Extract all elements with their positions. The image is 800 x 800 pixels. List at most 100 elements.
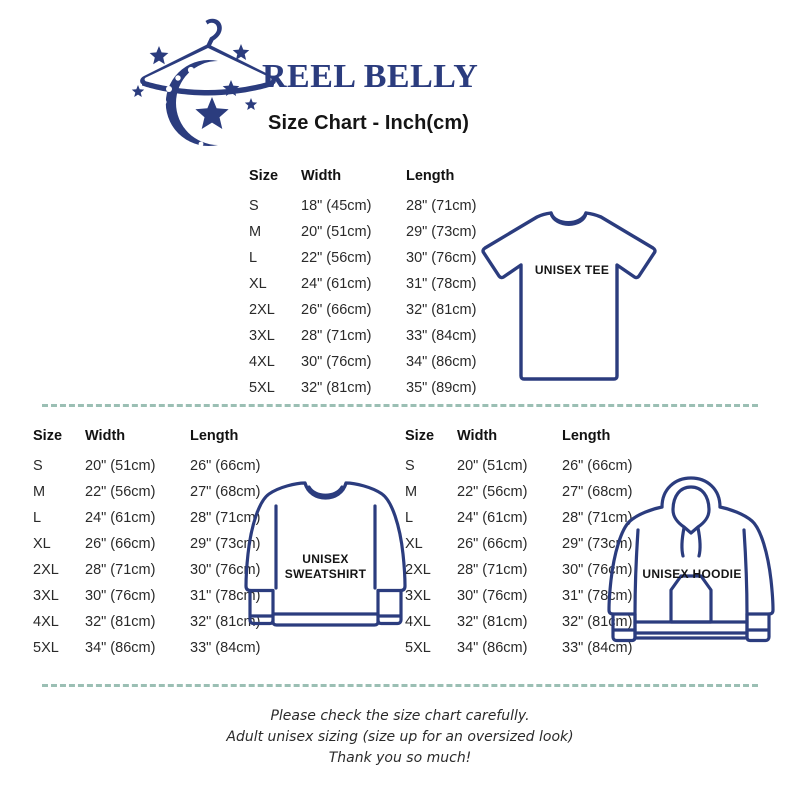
cell-length: 28" (71cm)	[190, 510, 261, 526]
cell-size: 2XL	[33, 562, 59, 578]
cell-width: 20" (51cm)	[301, 224, 372, 240]
table-row: XL 24" (61cm) 31" (78cm)	[249, 271, 506, 297]
cell-size: 4XL	[405, 614, 431, 630]
column-header-length: Length	[406, 168, 455, 184]
cell-width: 30" (76cm)	[301, 354, 372, 370]
cell-size: M	[33, 484, 46, 500]
column-header-width: Width	[301, 168, 342, 184]
table-row: L 22" (56cm) 30" (76cm)	[249, 245, 506, 271]
cell-width: 34" (86cm)	[457, 640, 528, 656]
cell-size: S	[405, 458, 415, 474]
size-table-sweatshirt: Size Width Length S 20" (51cm) 26" (66cm…	[33, 428, 290, 661]
sweatshirt-label-line2: SWEATSHIRT	[284, 567, 367, 581]
cell-width: 26" (66cm)	[85, 536, 156, 552]
cell-length: 27" (68cm)	[562, 484, 633, 500]
footer-line-3: Thank you so much!	[328, 750, 472, 766]
cell-length: 27" (68cm)	[190, 484, 261, 500]
table-row: 3XL 30" (76cm) 31" (78cm)	[33, 583, 290, 609]
sweatshirt-outline-icon	[243, 470, 408, 650]
cell-width: 34" (86cm)	[85, 640, 156, 656]
cell-length: 29" (73cm)	[562, 536, 633, 552]
table-row: 5XL 34" (86cm) 33" (84cm)	[405, 635, 662, 661]
table-header-row: Size Width Length	[249, 168, 506, 193]
cell-size: 3XL	[405, 588, 431, 604]
table-row: S 18" (45cm) 28" (71cm)	[249, 193, 506, 219]
cell-size: S	[249, 198, 259, 214]
cell-width: 30" (76cm)	[457, 588, 528, 604]
cell-length: 34" (86cm)	[406, 354, 477, 370]
hanger-moon-stars-logo	[122, 14, 294, 147]
size-table-tee: Size Width Length S 18" (45cm) 28" (71cm…	[249, 168, 506, 401]
cell-width: 32" (81cm)	[301, 380, 372, 396]
section-divider-bottom	[42, 684, 758, 687]
table-row: M 22" (56cm) 27" (68cm)	[33, 479, 290, 505]
cell-size: XL	[405, 536, 423, 552]
table-row: 5XL 34" (86cm) 33" (84cm)	[33, 635, 290, 661]
cell-width: 22" (56cm)	[85, 484, 156, 500]
cell-length: 31" (78cm)	[190, 588, 261, 604]
cell-width: 20" (51cm)	[85, 458, 156, 474]
cell-length: 33" (84cm)	[190, 640, 261, 656]
cell-length: 33" (84cm)	[406, 328, 477, 344]
sweatshirt-graphic-label: UNISEX SWEATSHIRT	[263, 552, 388, 582]
cell-size: 5XL	[33, 640, 59, 656]
cell-size: 5XL	[405, 640, 431, 656]
table-row: 3XL 30" (76cm) 31" (78cm)	[405, 583, 662, 609]
footer-line-1: Please check the size chart carefully.	[270, 708, 530, 724]
section-divider-top	[42, 404, 758, 407]
cell-length: 26" (66cm)	[562, 458, 633, 474]
footer-line-2: Adult unisex sizing (size up for an over…	[226, 729, 574, 745]
cell-size: M	[405, 484, 418, 500]
cell-length: 31" (78cm)	[562, 588, 633, 604]
size-table-hoodie: Size Width Length S 20" (51cm) 26" (66cm…	[405, 428, 662, 661]
cell-length: 29" (73cm)	[406, 224, 477, 240]
cell-length: 30" (76cm)	[406, 250, 477, 266]
cell-size: L	[405, 510, 414, 526]
table-row: S 20" (51cm) 26" (66cm)	[405, 453, 662, 479]
table-row: XL 26" (66cm) 29" (73cm)	[405, 531, 662, 557]
t-shirt-outline-icon	[465, 200, 675, 390]
cell-length: 28" (71cm)	[562, 510, 633, 526]
cell-width: 24" (61cm)	[301, 276, 372, 292]
cell-size: 4XL	[249, 354, 275, 370]
table-row: 2XL 28" (71cm) 30" (76cm)	[33, 557, 290, 583]
cell-size: L	[33, 510, 42, 526]
cell-size: 4XL	[33, 614, 59, 630]
table-row: XL 26" (66cm) 29" (73cm)	[33, 531, 290, 557]
cell-width: 22" (56cm)	[301, 250, 372, 266]
footer-notes: Please check the size chart carefully. A…	[0, 706, 800, 769]
cell-length: 30" (76cm)	[190, 562, 261, 578]
brand-name: REEL BELLY	[262, 58, 479, 95]
table-row: S 20" (51cm) 26" (66cm)	[33, 453, 290, 479]
cell-size: M	[249, 224, 262, 240]
cell-width: 18" (45cm)	[301, 198, 372, 214]
cell-length: 30" (76cm)	[562, 562, 633, 578]
cell-width: 32" (81cm)	[85, 614, 156, 630]
cell-length: 31" (78cm)	[406, 276, 477, 292]
table-row: L 24" (61cm) 28" (71cm)	[405, 505, 662, 531]
table-row: 5XL 32" (81cm) 35" (89cm)	[249, 375, 506, 401]
cell-length: 32" (81cm)	[406, 302, 477, 318]
cell-size: 2XL	[405, 562, 431, 578]
column-header-size: Size	[249, 168, 279, 184]
page-title: Size Chart - Inch(cm)	[268, 112, 470, 134]
cell-length: 28" (71cm)	[406, 198, 477, 214]
table-row: M 20" (51cm) 29" (73cm)	[249, 219, 506, 245]
cell-length: 32" (81cm)	[190, 614, 261, 630]
cell-length: 26" (66cm)	[190, 458, 261, 474]
cell-size: XL	[249, 276, 267, 292]
cell-width: 24" (61cm)	[85, 510, 156, 526]
sweatshirt-label-line1: UNISEX	[302, 552, 349, 566]
cell-length: 32" (81cm)	[562, 614, 633, 630]
table-row: 3XL 28" (71cm) 33" (84cm)	[249, 323, 506, 349]
cell-width: 32" (81cm)	[457, 614, 528, 630]
column-header-length: Length	[562, 428, 611, 444]
table-header-row: Size Width Length	[405, 428, 662, 453]
cell-width: 28" (71cm)	[301, 328, 372, 344]
table-header-row: Size Width Length	[33, 428, 290, 453]
column-header-size: Size	[33, 428, 63, 444]
column-header-size: Size	[405, 428, 435, 444]
cell-size: 3XL	[249, 328, 275, 344]
cell-width: 22" (56cm)	[457, 484, 528, 500]
cell-length: 29" (73cm)	[190, 536, 261, 552]
